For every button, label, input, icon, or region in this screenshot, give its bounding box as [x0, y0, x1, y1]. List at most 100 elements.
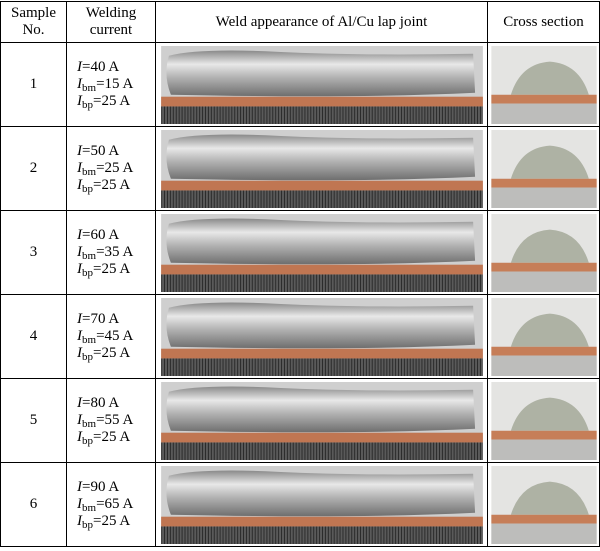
weld-photo [160, 129, 483, 208]
current-subscript: bp [82, 519, 93, 531]
weld-image [160, 45, 483, 124]
cross-image [490, 297, 597, 376]
row: 1 I=40 A Ibm=15 A Ibp=25 A [0, 42, 600, 127]
current-subscript: bm [82, 418, 97, 430]
current-value: =60 A [82, 227, 120, 243]
current-line: Ibm=45 A [77, 328, 155, 346]
current-value: =25 A [93, 177, 131, 193]
current-symbol: I [77, 93, 82, 109]
cross-cell [487, 378, 600, 463]
current-value: =25 A [93, 429, 131, 445]
current-symbol: I [77, 479, 82, 495]
current-line: Ibp=25 A [77, 261, 155, 279]
cross-image [490, 45, 597, 124]
cross-photo [490, 213, 597, 292]
weld-photo [160, 465, 483, 544]
current-value: =50 A [82, 143, 120, 159]
current-symbol: I [77, 244, 82, 260]
current-line: Ibm=25 A [77, 160, 155, 178]
current-symbol: I [77, 429, 82, 445]
current-symbol: I [77, 345, 82, 361]
current-value: =15 A [96, 76, 134, 92]
current-line: I=60 A [77, 227, 155, 244]
sample-cell: 3 [0, 210, 67, 295]
cross-photo [490, 297, 597, 376]
current-subscript: bp [82, 267, 93, 279]
weld-image [160, 381, 483, 460]
current-subscript: bm [82, 250, 97, 262]
current-line: Ibm=15 A [77, 76, 155, 94]
current-value: =35 A [96, 244, 134, 260]
current-line: Ibp=25 A [77, 345, 155, 363]
weld-cell [155, 126, 488, 211]
current-cell: I=50 A Ibm=25 A Ibp=25 A [66, 126, 156, 211]
current-line: I=90 A [77, 479, 155, 496]
current-value: =65 A [96, 496, 134, 512]
weld-image [160, 465, 483, 544]
current-symbol: I [77, 227, 82, 243]
current-value: =45 A [96, 328, 134, 344]
current-line: Ibm=65 A [77, 496, 155, 514]
current-symbol: I [77, 311, 82, 327]
cross-photo [490, 45, 597, 124]
sample-cell: 4 [0, 294, 67, 379]
header-cell: Weld appearance of Al/Cu lap joint [155, 1, 488, 43]
weld-photo [160, 381, 483, 460]
weld-photo [160, 45, 483, 124]
sample-cell: 1 [0, 42, 67, 127]
cross-image [490, 465, 597, 544]
current-line: I=70 A [77, 311, 155, 328]
weld-photo [160, 297, 483, 376]
current-subscript: bp [82, 183, 93, 195]
sample-cell: 5 [0, 378, 67, 463]
current-subscript: bp [82, 351, 93, 363]
cross-image [490, 213, 597, 292]
cross-cell [487, 42, 600, 127]
current-line: Ibp=25 A [77, 429, 155, 447]
sample-cell: 6 [0, 462, 67, 547]
current-symbol: I [77, 261, 82, 277]
current-symbol: I [77, 328, 82, 344]
current-symbol: I [77, 496, 82, 512]
current-symbol: I [77, 177, 82, 193]
header-cell: Sample No. [0, 1, 67, 43]
weld-photo [160, 213, 483, 292]
weld-cell [155, 42, 488, 127]
current-subscript: bm [82, 502, 97, 514]
cross-cell [487, 462, 600, 547]
cross-photo [490, 381, 597, 460]
current-symbol: I [77, 160, 82, 176]
cross-cell [487, 294, 600, 379]
table-body: 1 I=40 A Ibm=15 A Ibp=25 A 2 I=50 A Ibm=25 A Ib… [0, 42, 600, 547]
current-value: =80 A [82, 395, 120, 411]
current-symbol: I [77, 59, 82, 75]
header-row: Sample No. Welding current Weld appearan… [0, 1, 600, 43]
current-value: =25 A [93, 93, 131, 109]
current-cell: I=70 A Ibm=45 A Ibp=25 A [66, 294, 156, 379]
current-subscript: bm [82, 334, 97, 346]
weld-cell [155, 378, 488, 463]
current-subscript: bp [82, 435, 93, 447]
current-symbol: I [77, 412, 82, 428]
weld-image [160, 297, 483, 376]
current-line: I=80 A [77, 395, 155, 412]
current-line: Ibp=25 A [77, 513, 155, 531]
current-value: =25 A [93, 513, 131, 529]
weld-image [160, 213, 483, 292]
weld-image [160, 129, 483, 208]
current-value: =40 A [82, 59, 120, 75]
current-line: Ibp=25 A [77, 177, 155, 195]
row: 2 I=50 A Ibm=25 A Ibp=25 A [0, 126, 600, 211]
cross-photo [490, 465, 597, 544]
weld-cell [155, 294, 488, 379]
cross-photo [490, 129, 597, 208]
current-line: I=50 A [77, 143, 155, 160]
current-line: Ibm=55 A [77, 412, 155, 430]
current-value: =70 A [82, 311, 120, 327]
current-value: =25 A [93, 345, 131, 361]
current-subscript: bm [82, 82, 97, 94]
current-symbol: I [77, 513, 82, 529]
current-cell: I=90 A Ibm=65 A Ibp=25 A [66, 462, 156, 547]
